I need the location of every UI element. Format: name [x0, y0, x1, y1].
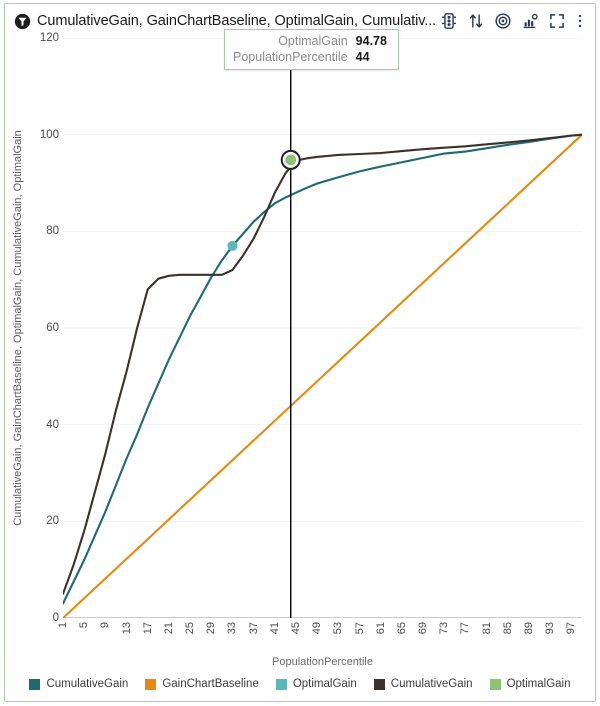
filter-icon[interactable] [14, 13, 31, 30]
y-tick-label: 80 [46, 225, 59, 238]
tooltip-key: PopulationPercentile [233, 50, 348, 64]
x-tick-label: 65 [395, 622, 408, 635]
y-tick-label: 120 [39, 32, 59, 44]
x-tick-label: 85 [501, 622, 514, 635]
x-tick-label: 37 [247, 622, 260, 635]
x-tick-label: 1 [57, 622, 69, 629]
x-tick-label: 57 [353, 622, 366, 635]
series-line-gainchartbaseline[interactable] [63, 133, 582, 618]
y-tick-label: 0 [52, 612, 59, 624]
sort-icon[interactable] [467, 12, 485, 30]
x-tick-label: 45 [290, 622, 303, 635]
y-axis-title: CumulativeGain, GainChartBaseline, Optim… [9, 38, 27, 618]
expand-icon[interactable] [548, 12, 566, 30]
legend-item[interactable]: GainChartBaseline [145, 678, 259, 690]
legend-item[interactable]: CumulativeGain [29, 678, 128, 690]
series-line-cumulativegain[interactable] [63, 133, 582, 595]
widget-toolbar [440, 12, 587, 30]
chart-legend: CumulativeGain GainChartBaseline OptimalGa… [5, 670, 595, 698]
y-tick-label: 40 [46, 418, 59, 431]
legend-label: CumulativeGain [46, 678, 129, 690]
legend-label: OptimalGain [292, 678, 357, 690]
widget-header: CumulativeGain, GainChartBaseline, Optim… [5, 4, 595, 38]
legend-label: GainChartBaseline [162, 678, 259, 690]
x-tick-label: 53 [332, 622, 345, 635]
x-tick-label: 49 [311, 622, 324, 635]
y-tick-label: 20 [46, 515, 59, 528]
legend-swatch [29, 678, 41, 690]
x-tick-label: 21 [162, 622, 175, 635]
y-tick-label: 100 [39, 128, 59, 141]
x-axis-title: PopulationPercentile [272, 656, 373, 668]
x-tick-label: 69 [417, 622, 430, 635]
legend-item[interactable]: OptimalGain [489, 678, 571, 690]
tooltip-key: OptimalGain [278, 34, 348, 48]
y-axis-tick-labels: 0 20 40 60 80 100 120 [27, 32, 59, 624]
x-tick-label: 61 [374, 622, 387, 635]
legend-label: CumulativeGain [390, 678, 473, 690]
legend-swatch [373, 678, 385, 690]
chart-canvas[interactable] [63, 38, 582, 618]
x-tick-label: 29 [205, 622, 218, 635]
x-tick-label: 17 [141, 622, 154, 635]
legend-swatch [489, 678, 501, 690]
traffic-light-icon[interactable] [440, 12, 458, 30]
tooltip-row: OptimalGain 94.78 [233, 33, 390, 49]
x-tick-label: 97 [565, 622, 578, 635]
chart-plot-area: CumulativeGain, GainChartBaseline, Optim… [5, 32, 595, 668]
x-tick-label: 41 [268, 622, 281, 635]
x-tick-label: 77 [459, 622, 472, 635]
legend-item[interactable]: CumulativeGain [373, 678, 473, 690]
tooltip-value: 44 [355, 50, 370, 64]
x-tick-label: 89 [523, 622, 536, 635]
data-marker-optimalgain[interactable] [227, 240, 238, 251]
focus-target-icon[interactable] [494, 12, 512, 30]
chart-tooltip: OptimalGain 94.78 PopulationPercentile 4… [224, 29, 399, 70]
highlight-marker-optimalgain[interactable] [285, 154, 297, 166]
gain-chart-widget: CumulativeGain, GainChartBaseline, Optim… [4, 3, 596, 702]
x-tick-label: 93 [544, 622, 557, 635]
tooltip-row: PopulationPercentile 44 [233, 49, 390, 65]
y-tick-label: 60 [46, 322, 59, 334]
x-tick-label: 33 [226, 622, 239, 635]
y-axis-title-text: CumulativeGain, GainChartBaseline, Optim… [12, 130, 24, 526]
page-title: CumulativeGain, GainChartBaseline, Optim… [37, 13, 437, 29]
legend-item[interactable]: OptimalGain [275, 678, 357, 690]
x-tick-label: 9 [99, 622, 112, 629]
drill-icon[interactable] [521, 12, 539, 30]
x-tick-label: 73 [438, 622, 451, 635]
legend-label: OptimalGain [506, 678, 571, 690]
x-axis-tick-labels: 1 5 9 13 17 21 25 29 33 37 41 45 49 53 57 61 65 69 73 77 81 8… [57, 618, 582, 658]
tooltip-value: 94.78 [355, 34, 387, 48]
x-tick-label: 81 [480, 622, 493, 635]
x-tick-label: 25 [184, 622, 197, 635]
series-line-cumulativegain[interactable] [63, 133, 582, 605]
x-tick-label: 5 [78, 622, 91, 629]
legend-swatch [145, 678, 157, 690]
more-options-icon[interactable] [575, 12, 585, 30]
legend-swatch [275, 678, 287, 690]
x-tick-label: 13 [120, 622, 133, 635]
